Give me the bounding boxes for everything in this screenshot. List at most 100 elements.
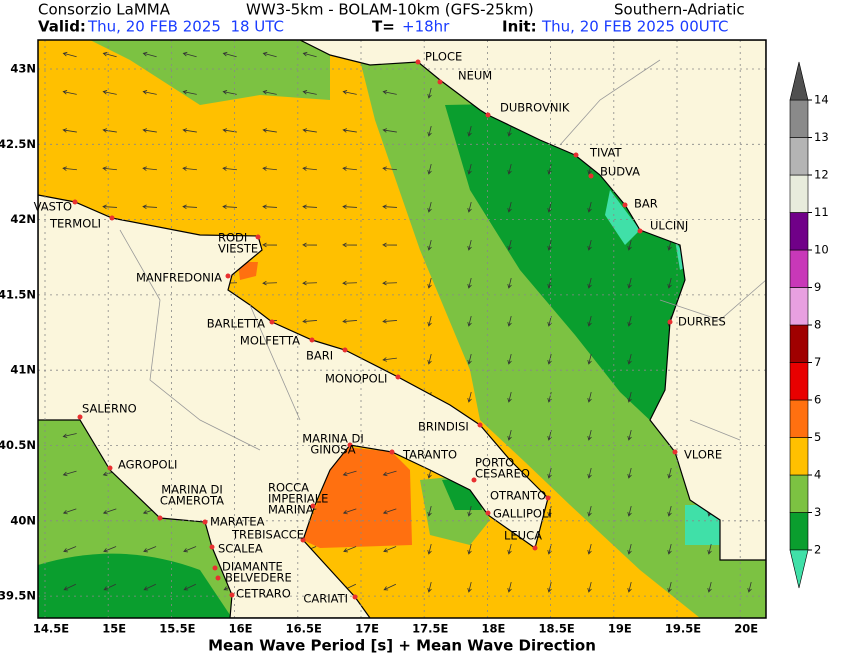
city-dot: [415, 59, 421, 65]
city-dot: [485, 112, 491, 118]
arrow: [262, 242, 278, 248]
arrow: [427, 87, 432, 99]
arrow: [467, 125, 472, 137]
city-label: PLOCE: [425, 50, 462, 64]
arrow: [142, 128, 157, 133]
arrow: [382, 242, 398, 248]
sea-2-3: [38, 553, 232, 618]
arrow: [467, 201, 472, 213]
arrow: [627, 353, 632, 365]
city-dot: [477, 422, 483, 428]
arrow: [102, 166, 117, 171]
valid-label: Valid:: [38, 18, 86, 36]
colorbar-under: [789, 549, 809, 589]
caption: Mean Wave Period [s] + Mean Wave Directi…: [208, 637, 596, 655]
arrow: [142, 90, 157, 95]
arrow: [302, 280, 318, 286]
city-dot: [72, 199, 78, 205]
arrow: [627, 277, 632, 289]
arrow: [507, 315, 512, 327]
arrow: [143, 583, 157, 591]
city-dot: [215, 575, 221, 581]
city-label: CESAREO: [475, 467, 530, 481]
arrow: [142, 166, 157, 171]
arrow: [342, 90, 357, 95]
arrow: [103, 546, 117, 553]
city-label: MARINA DI: [302, 432, 364, 446]
city-label: MARINA DI: [161, 483, 223, 497]
arrow: [507, 277, 512, 289]
city-dot: [310, 503, 316, 509]
arrow: [627, 429, 632, 441]
colorbar-label: 3: [814, 505, 821, 519]
arrow: [427, 239, 432, 251]
arrow: [62, 90, 77, 95]
city-label: TERMOLI: [49, 217, 101, 231]
arrow: [222, 166, 237, 171]
arrow: [222, 51, 237, 58]
city-dot: [672, 449, 678, 455]
city-dot: [229, 592, 235, 598]
arrow: [382, 280, 398, 286]
city-label: MONOPOLI: [325, 372, 387, 386]
lead-time: +18hr: [402, 18, 450, 36]
arrow: [342, 319, 357, 324]
city-dot: [437, 79, 443, 85]
city-label: DUBROVNIK: [500, 101, 570, 115]
arrow: [747, 581, 752, 593]
lon-tick-label: 16.5E: [286, 622, 322, 636]
city-label: MANFREDONIA: [136, 271, 222, 285]
city-label: LEUCA: [504, 529, 542, 543]
arrow: [427, 505, 432, 517]
city-label: PORTO: [475, 456, 514, 470]
region: Southern-Adriatic: [614, 1, 745, 19]
init-time: Thu, 20 FEB 2025 00UTC: [541, 18, 729, 36]
colorbar-segment: [789, 99, 809, 138]
arrow: [507, 125, 512, 137]
city-label: ULCINJ: [650, 219, 688, 233]
lat-tick-label: 40N: [10, 513, 36, 527]
init-label: Init:: [502, 18, 537, 36]
arrow: [547, 239, 552, 251]
city-dot: [342, 347, 348, 353]
city-label: VASTO: [34, 200, 72, 214]
city-dot: [637, 228, 643, 234]
colorbar-segment: [789, 362, 809, 401]
lon-tick-label: 16E: [229, 622, 253, 636]
arrow: [343, 546, 357, 553]
arrow: [547, 505, 552, 517]
arrow: [467, 353, 472, 365]
header: Consorzio LaMMA WW3-5km - BOLAM-10km (GF…: [38, 1, 745, 36]
arrow: [302, 319, 317, 324]
arrow: [427, 163, 432, 175]
graticule: [38, 40, 766, 618]
city-dot: [109, 215, 115, 221]
arrow: [182, 90, 197, 95]
arrow: [587, 543, 592, 555]
colorbar-segment: [789, 437, 809, 476]
arrow: [507, 163, 512, 175]
arrow: [467, 543, 472, 555]
city-label: MARINA: [268, 503, 314, 517]
arrow: [142, 51, 157, 58]
arrow: [222, 90, 237, 95]
lon-tick-label: 19.5E: [665, 622, 701, 636]
arrow: [262, 51, 277, 58]
city-label: SCALEA: [218, 542, 263, 556]
lat-tick-label: 40.5N: [0, 438, 36, 452]
arrow: [342, 128, 357, 133]
arrow: [102, 90, 117, 95]
city-label: CAMEROTA: [160, 494, 224, 508]
city-label: CARIATI: [303, 592, 348, 606]
arrow: [382, 319, 397, 324]
city-label: BELVEDERE: [225, 571, 292, 585]
colorbar-label: 5: [814, 430, 821, 444]
colorbar-label: 12: [814, 168, 829, 182]
city-label: OTRANTO: [490, 489, 546, 503]
arrow: [547, 277, 552, 289]
arrow: [587, 201, 592, 213]
city-label: DIAMANTE: [222, 560, 283, 574]
arrow: [182, 166, 197, 171]
city-dot: [309, 337, 315, 343]
